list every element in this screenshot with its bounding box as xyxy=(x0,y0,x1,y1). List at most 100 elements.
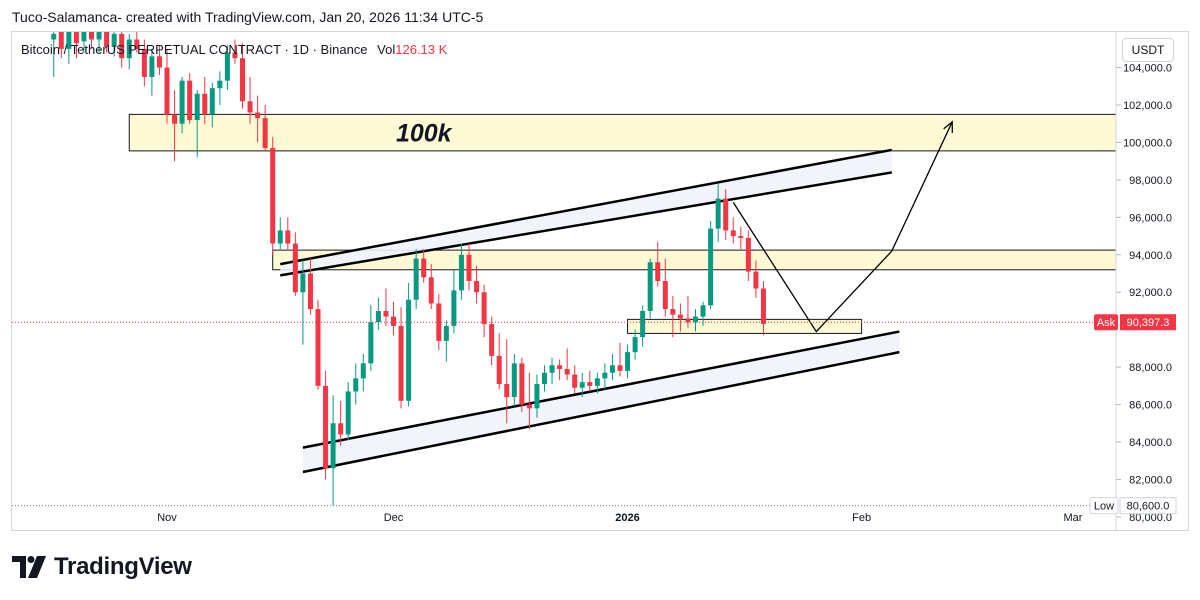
candle-body xyxy=(481,292,487,325)
candle-body xyxy=(428,277,434,304)
candle-body xyxy=(677,314,683,319)
candle-body xyxy=(594,378,600,386)
y-tick-label: 96,000.0 xyxy=(1129,212,1172,224)
ask-price-value: 90,397.3 xyxy=(1127,317,1170,329)
x-tick-label: Nov xyxy=(157,512,177,524)
candle-body xyxy=(391,316,396,326)
lower-channel-fill xyxy=(302,331,900,472)
upper-channel-fill xyxy=(280,149,892,276)
candle-body xyxy=(81,32,87,42)
y-tick-label: 86,000.0 xyxy=(1129,400,1172,412)
candle-body xyxy=(693,316,698,323)
symbol-legend: Bitcoin / TetherUS PERPETUAL CONTRACT · … xyxy=(21,42,447,57)
symbol-title: Bitcoin / TetherUS PERPETUAL CONTRACT · … xyxy=(21,42,368,57)
y-tick-label: 102,000.0 xyxy=(1123,100,1172,112)
y-tick-label: 98,000.0 xyxy=(1129,175,1172,187)
candle-body xyxy=(760,288,766,325)
channel-layer xyxy=(280,148,900,474)
candle-body xyxy=(617,365,623,371)
candle-body xyxy=(149,56,155,77)
candle-body xyxy=(209,88,215,115)
x-tick-label: Feb xyxy=(852,512,871,524)
candle-body xyxy=(134,39,140,49)
y-tick-label: 84,000.0 xyxy=(1129,437,1172,449)
candle-body xyxy=(315,309,321,386)
candle-body xyxy=(360,363,366,379)
low-price-value: 80,600.0 xyxy=(1127,501,1170,513)
upper-channel-line xyxy=(280,148,893,266)
candle-body xyxy=(753,271,759,289)
candle-body xyxy=(247,101,253,113)
overlay-layer xyxy=(12,120,1116,507)
candle-body xyxy=(587,382,593,386)
candle-body xyxy=(572,374,578,388)
candle-body xyxy=(474,281,480,293)
volume-label: Vol xyxy=(377,42,396,57)
candle-body xyxy=(164,67,170,115)
candle-body xyxy=(632,337,638,353)
tradingview-logo-icon xyxy=(12,556,46,578)
candle-body xyxy=(542,372,547,384)
projection-arrowhead xyxy=(943,120,953,133)
support-resistance-zone xyxy=(128,113,1116,152)
candle-body xyxy=(156,56,162,68)
tradingview-logo-text: TradingView xyxy=(54,553,192,580)
candle-body xyxy=(458,254,464,291)
candle-body xyxy=(217,80,223,89)
ask-price-bg xyxy=(1120,314,1176,331)
candle-body xyxy=(579,382,585,388)
y-tick-label: 94,000.0 xyxy=(1129,250,1172,262)
candle-body xyxy=(141,48,147,77)
candle-body xyxy=(398,325,404,401)
support-resistance-zone xyxy=(627,318,863,334)
candle-body xyxy=(557,365,563,369)
y-tick-label: 104,000.0 xyxy=(1123,63,1172,75)
candle-body xyxy=(104,32,110,47)
candle-body xyxy=(723,198,729,231)
candle-body xyxy=(549,365,555,373)
candle-body xyxy=(345,391,351,435)
candle-body xyxy=(353,378,359,392)
candle-body xyxy=(270,148,276,244)
volume-value: 126.13 K xyxy=(395,42,448,57)
projection-path xyxy=(732,121,953,333)
candle-body xyxy=(647,262,653,311)
candle-body xyxy=(496,355,502,384)
low-tag-label: Low xyxy=(1094,501,1114,513)
candle-body xyxy=(730,230,736,237)
candle-body xyxy=(285,230,291,244)
x-tick-label: 2026 xyxy=(615,512,639,524)
x-tick-label: Mar xyxy=(1064,512,1083,524)
y-tick-label: 100,000.0 xyxy=(1123,137,1172,149)
candle-body xyxy=(126,39,132,59)
candle-body xyxy=(534,383,540,409)
candle-body xyxy=(504,383,510,398)
lower-channel-line xyxy=(302,350,900,474)
tradingview-logo[interactable]: TradingView xyxy=(12,553,192,581)
candle-body xyxy=(368,322,374,364)
candle-body xyxy=(640,310,646,338)
currency-button[interactable]: USDT xyxy=(1122,38,1174,62)
chart-frame[interactable] xyxy=(11,31,1189,531)
candle-body xyxy=(489,324,495,356)
candle-body xyxy=(443,325,449,341)
candle-body xyxy=(526,404,532,409)
candle-body xyxy=(375,310,381,323)
candle-body xyxy=(262,118,268,149)
candle-body xyxy=(511,363,517,398)
candle-body xyxy=(277,230,283,244)
y-tick-label: 80,000.0 xyxy=(1129,512,1172,524)
x-tick-label: Dec xyxy=(384,512,404,524)
axes-layer: 104,000.0 102,000.0 100,000.0 98,000.0 96,00… xyxy=(157,32,1177,530)
candle-body xyxy=(330,423,336,469)
y-tick-label: 82,000.0 xyxy=(1129,474,1172,486)
candle-body xyxy=(224,52,230,81)
candle-body xyxy=(172,114,178,124)
upper-channel-line xyxy=(280,171,893,277)
candle-body xyxy=(73,32,79,44)
candle-body xyxy=(466,254,472,281)
lower-channel-line xyxy=(302,330,900,449)
candle-body xyxy=(451,290,457,326)
candle-body xyxy=(300,273,306,293)
